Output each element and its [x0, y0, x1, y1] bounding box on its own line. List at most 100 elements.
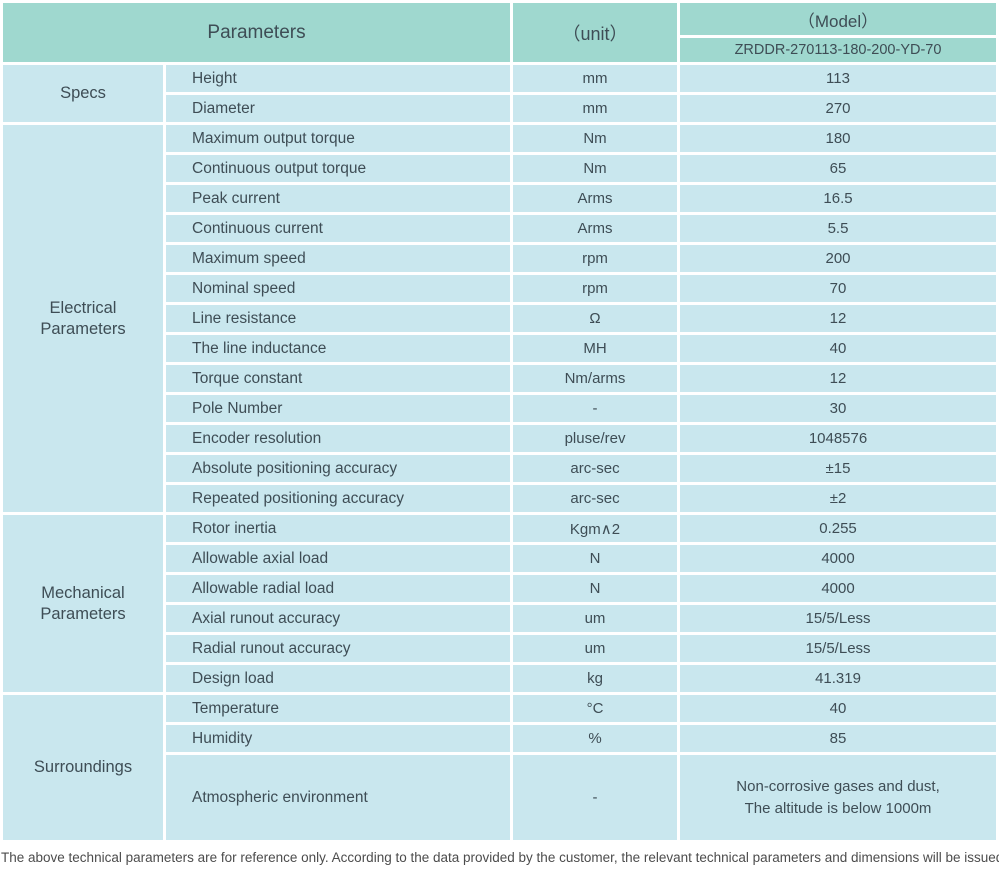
table-row: Diameter mm 270: [3, 95, 997, 122]
section-label-specs: Specs: [3, 65, 163, 122]
param-name-cell: Diameter: [166, 95, 511, 122]
unit-cell: Nm: [513, 125, 678, 152]
unit-cell: Nm/arms: [513, 365, 678, 392]
param-name-cell: Rotor inertia: [166, 515, 511, 542]
param-name-cell: Axial runout accuracy: [166, 605, 511, 632]
unit-cell: mm: [513, 65, 678, 92]
table-row: Encoder resolution pluse/rev 1048576: [3, 425, 997, 452]
unit-cell: arc-sec: [513, 485, 678, 512]
header-row-top: Parameters （unit） （Model）: [3, 3, 997, 62]
unit-header-cell: （unit）: [513, 3, 678, 62]
param-name-cell: Allowable radial load: [166, 575, 511, 602]
param-name-cell: Peak current: [166, 185, 511, 212]
param-name-cell: Height: [166, 65, 511, 92]
value-cell: 0.255: [680, 515, 997, 542]
table-row: Electrical Parameters Maximum output tor…: [3, 125, 997, 512]
table-row: Humidity % 85: [3, 725, 997, 752]
footer-note: The above technical parameters are for r…: [1, 850, 999, 865]
value-cell: 70: [680, 275, 997, 302]
table-row: Axial runout accuracy um 15/5/Less: [3, 605, 997, 632]
unit-cell: Arms: [513, 185, 678, 212]
table-row: The line inductance MH 40: [3, 335, 997, 362]
param-name-cell: Radial runout accuracy: [166, 635, 511, 662]
table-row: Design load kg 41.319: [3, 665, 997, 692]
value-cell: 85: [680, 725, 997, 752]
value-cell: 65: [680, 155, 997, 182]
unit-cell: MH: [513, 335, 678, 362]
value-cell: 40: [680, 335, 997, 362]
param-name-cell: Maximum output torque: [166, 125, 511, 152]
section-label-surroundings: Surroundings: [3, 695, 163, 840]
param-name-cell: Pole Number: [166, 395, 511, 422]
unit-cell: pluse/rev: [513, 425, 678, 452]
value-cell: 15/5/Less: [680, 605, 997, 632]
value-cell: 270: [680, 95, 997, 122]
param-name-cell: Continuous output torque: [166, 155, 511, 182]
param-name-cell: Allowable axial load: [166, 545, 511, 572]
param-name-cell: Nominal speed: [166, 275, 511, 302]
value-cell: 40: [680, 695, 997, 722]
value-cell: 30: [680, 395, 997, 422]
unit-cell: rpm: [513, 245, 678, 272]
value-cell: 16.5: [680, 185, 997, 212]
unit-cell: rpm: [513, 275, 678, 302]
table-row: Allowable axial load N 4000: [3, 545, 997, 572]
param-name-cell: The line inductance: [166, 335, 511, 362]
value-cell: 4000: [680, 545, 997, 572]
unit-cell: -: [513, 395, 678, 422]
value-cell: 12: [680, 365, 997, 392]
table-row: Repeated positioning accuracy arc-sec ±2: [3, 485, 997, 512]
table-row: Specs Height mm 113: [3, 65, 997, 122]
unit-cell: N: [513, 545, 678, 572]
param-name-cell: Torque constant: [166, 365, 511, 392]
param-name-cell: Repeated positioning accuracy: [166, 485, 511, 512]
param-name-cell: Encoder resolution: [166, 425, 511, 452]
table-row: Continuous current Arms 5.5: [3, 215, 997, 242]
unit-cell: arc-sec: [513, 455, 678, 482]
table-row: Maximum speed rpm 200: [3, 245, 997, 272]
model-header-cell: （Model）: [680, 3, 997, 35]
unit-cell: Arms: [513, 215, 678, 242]
value-cell: Non-corrosive gases and dust, The altitu…: [680, 755, 997, 840]
table-row: Absolute positioning accuracy arc-sec ±1…: [3, 455, 997, 482]
value-cell: 113: [680, 65, 997, 92]
value-cell: 41.319: [680, 665, 997, 692]
unit-cell: -: [513, 755, 678, 840]
table-row: Torque constant Nm/arms 12: [3, 365, 997, 392]
unit-cell: um: [513, 635, 678, 662]
table-row: Pole Number - 30: [3, 395, 997, 422]
table-row: Line resistance Ω 12: [3, 305, 997, 332]
unit-cell: °C: [513, 695, 678, 722]
unit-cell: Ω: [513, 305, 678, 332]
table-row: Allowable radial load N 4000: [3, 575, 997, 602]
table-row: Mechanical Parameters Rotor inertia Kgm∧…: [3, 515, 997, 692]
table-row: Nominal speed rpm 70: [3, 275, 997, 302]
param-name-cell: Continuous current: [166, 215, 511, 242]
param-name-cell: Line resistance: [166, 305, 511, 332]
unit-cell: N: [513, 575, 678, 602]
table-row: Atmospheric environment - Non-corrosive …: [3, 755, 997, 840]
param-name-cell: Absolute positioning accuracy: [166, 455, 511, 482]
value-cell: ±2: [680, 485, 997, 512]
parameters-header-cell: Parameters: [3, 3, 511, 62]
unit-cell: Nm: [513, 155, 678, 182]
param-name-cell: Maximum speed: [166, 245, 511, 272]
value-cell: 12: [680, 305, 997, 332]
value-cell: 15/5/Less: [680, 635, 997, 662]
value-cell: 5.5: [680, 215, 997, 242]
value-cell: 180: [680, 125, 997, 152]
table-row: Surroundings Temperature °C 40: [3, 695, 997, 840]
table-row: Peak current Arms 16.5: [3, 185, 997, 212]
unit-cell: kg: [513, 665, 678, 692]
value-cell: ±15: [680, 455, 997, 482]
parameters-table: Parameters （unit） （Model） ZRDDR-270113-1…: [3, 3, 997, 840]
header-row-model-number: ZRDDR-270113-180-200-YD-70: [3, 38, 997, 62]
section-label-mechanical: Mechanical Parameters: [3, 515, 163, 692]
param-name-cell: Design load: [166, 665, 511, 692]
value-cell: 200: [680, 245, 997, 272]
param-name-cell: Temperature: [166, 695, 511, 722]
unit-cell: um: [513, 605, 678, 632]
table-row: Radial runout accuracy um 15/5/Less: [3, 635, 997, 662]
value-cell: 1048576: [680, 425, 997, 452]
